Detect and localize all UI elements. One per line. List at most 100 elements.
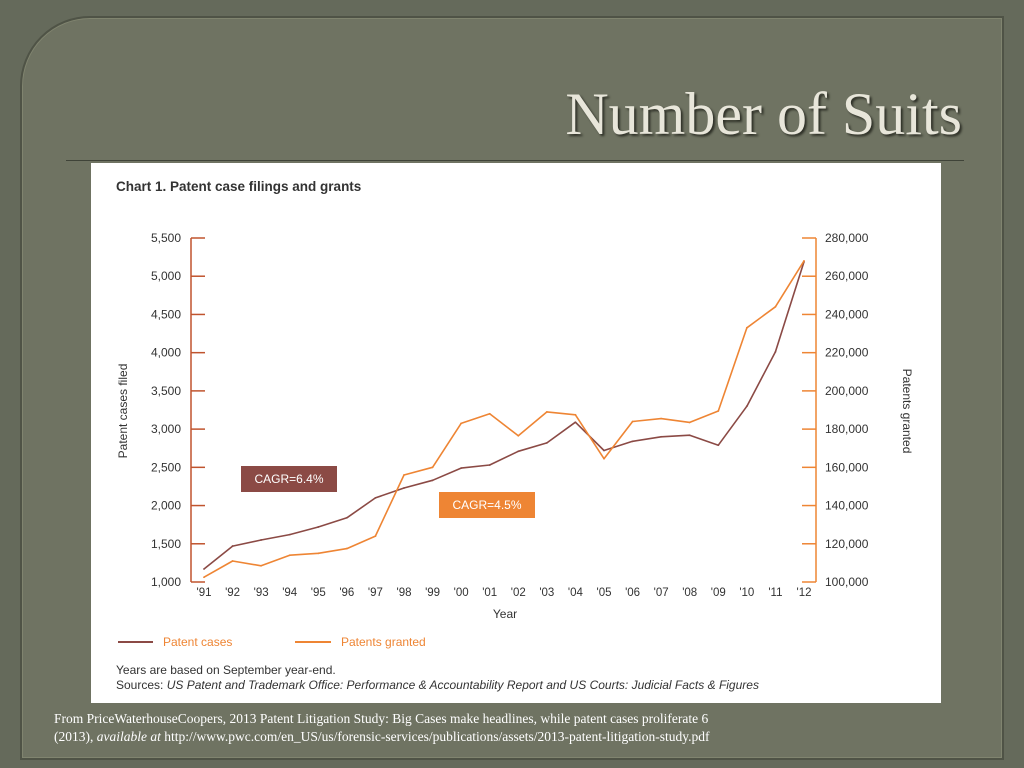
point-patents-granted: [688, 421, 691, 424]
chart-title: Chart 1. Patent case filings and grants: [116, 179, 361, 194]
point-patents-granted: [488, 412, 491, 415]
caption-line-2: (2013), available at http://www.pwc.com/…: [54, 728, 1014, 746]
x-tick-label: '10: [739, 587, 754, 599]
point-patent-cases: [260, 539, 263, 541]
point-patents-granted: [317, 552, 320, 555]
cagr-label-grants: CAGR=4.5%: [452, 498, 521, 512]
point-patents-granted: [431, 466, 434, 469]
point-patents-granted: [745, 326, 748, 329]
x-tick-label: '06: [625, 587, 640, 599]
series-line-patents-granted: [203, 260, 805, 578]
legend-label-cases: Patent cases: [163, 635, 232, 649]
chart-footnote: Years are based on September year-end.: [116, 663, 336, 677]
caption-line-2-url: http://www.pwc.com/en_US/us/forensic-ser…: [160, 729, 710, 744]
y-left-tick-label: 3,500: [151, 384, 181, 398]
point-patent-cases: [660, 435, 663, 438]
point-patent-cases: [231, 545, 234, 547]
x-tick-label: '92: [225, 587, 240, 599]
x-tick-label: '05: [597, 587, 612, 599]
y-right-tick-label: 240,000: [825, 307, 869, 321]
point-patents-granted: [603, 457, 605, 460]
x-tick-label: '01: [482, 587, 497, 599]
x-tick-label: '00: [454, 587, 469, 599]
cagr-annotation-grants: CAGR=4.5%: [439, 492, 535, 518]
title-divider: [66, 160, 964, 161]
y-axis-right-label: Patents granted: [900, 369, 914, 454]
chart-svg: Chart 1. Patent case filings and grants …: [116, 179, 914, 692]
point-patent-cases: [603, 449, 605, 452]
x-tick-label: '93: [254, 587, 269, 599]
y-right-tick-label: 140,000: [825, 499, 869, 513]
y-left-tick-label: 5,000: [151, 269, 181, 283]
point-patents-granted: [403, 474, 405, 476]
point-patents-granted: [288, 554, 291, 557]
chart-sources: Sources: US Patent and Trademark Office:…: [116, 678, 759, 692]
point-patent-cases: [717, 444, 720, 447]
y-left-tick-label: 1,500: [151, 537, 181, 551]
x-tick-label: '99: [425, 587, 440, 599]
point-patents-granted: [517, 434, 520, 437]
series-line-patent-cases: [203, 261, 805, 570]
point-patent-cases: [688, 434, 691, 437]
y-right-tick-label: 160,000: [825, 460, 869, 474]
point-patent-cases: [545, 441, 548, 444]
x-tick-label: '12: [797, 587, 812, 599]
point-patent-cases: [317, 526, 320, 528]
y-right-tick-label: 180,000: [825, 422, 869, 436]
y-left-tick-label: 2,000: [151, 499, 181, 513]
y-right-tick-label: 200,000: [825, 384, 869, 398]
point-patent-cases: [460, 467, 463, 469]
y-left-tick-label: 2,500: [151, 460, 181, 474]
x-tick-label: '07: [654, 587, 669, 599]
point-patent-cases: [374, 497, 377, 499]
point-patent-cases: [288, 533, 291, 536]
y-axis-left-label: Patent cases filed: [116, 364, 130, 459]
x-tick-label: '03: [539, 587, 554, 599]
caption-line-1: From PriceWaterhouseCoopers, 2013 Patent…: [54, 711, 709, 726]
y-left-tick-label: 4,000: [151, 346, 181, 360]
y-left-tick-label: 3,000: [151, 422, 181, 436]
x-tick-label: '09: [711, 587, 726, 599]
point-patents-granted: [231, 560, 234, 562]
x-tick-label: '95: [311, 587, 326, 599]
point-patent-cases: [488, 464, 491, 466]
point-patent-cases: [574, 421, 577, 424]
point-patent-cases: [403, 487, 405, 489]
point-patents-granted: [345, 547, 348, 550]
chart-panel: Chart 1. Patent case filings and grants …: [91, 163, 941, 703]
slide-title: Number of Suits: [565, 81, 962, 147]
point-patent-cases: [517, 450, 520, 453]
y-right-tick-label: 260,000: [825, 269, 869, 283]
y-left-tick-label: 1,000: [151, 575, 181, 589]
legend-label-grants: Patents granted: [341, 635, 426, 649]
y-left-tick-label: 5,500: [151, 231, 181, 245]
chart-sources-text: US Patent and Trademark Office: Performa…: [167, 678, 759, 692]
chart-sources-prefix: Sources:: [116, 678, 167, 692]
legend: Patent cases Patents granted: [118, 635, 426, 649]
y-left-tick-label: 4,500: [151, 307, 181, 321]
point-patents-granted: [545, 411, 548, 413]
point-patents-granted: [717, 410, 720, 412]
point-patents-granted: [203, 576, 205, 579]
cagr-box-grants: [439, 492, 535, 518]
point-patent-cases: [431, 479, 434, 482]
point-patents-granted: [460, 422, 463, 425]
point-patents-granted: [374, 535, 377, 538]
y-right-tick-label: 220,000: [825, 346, 869, 360]
point-patents-granted: [660, 417, 663, 420]
y-right-tick-label: 100,000: [825, 575, 869, 589]
point-patents-granted: [803, 260, 805, 262]
point-patent-cases: [745, 405, 748, 408]
y-right-tick-label: 280,000: [825, 231, 869, 245]
point-patents-granted: [774, 305, 777, 308]
caption-line-2-italic: available at: [96, 729, 161, 744]
x-tick-label: '94: [282, 587, 298, 599]
x-tick-label: '97: [368, 587, 383, 599]
cagr-label-cases: CAGR=6.4%: [254, 472, 323, 486]
y-right-tick-label: 120,000: [825, 537, 869, 551]
point-patent-cases: [345, 516, 348, 519]
cagr-box-cases: [241, 466, 337, 492]
point-patents-granted: [631, 420, 634, 423]
caption-line-2-pre: (2013),: [54, 729, 97, 744]
x-axis-label: Year: [493, 607, 517, 621]
